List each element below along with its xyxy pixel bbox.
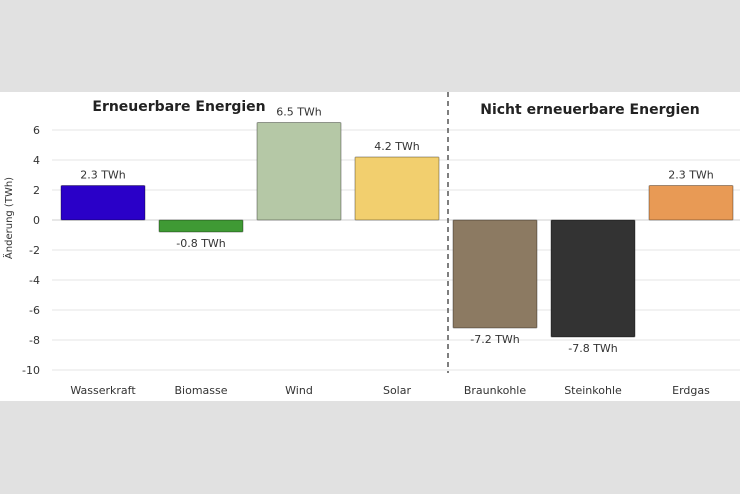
y-tick-label: 6 (33, 124, 40, 137)
group-title-nonrenewable: Nicht erneuerbare Energien (480, 102, 700, 118)
data-label: -7.8 TWh (568, 342, 618, 355)
bars: 2.3 TWh -0.8 TWh 6.5 TWh 4.2 TWh -7.2 TWh -7.… (60, 106, 734, 355)
bar-biomasse (158, 219, 244, 233)
category-labels: Wasserkraft Biomasse Wind Solar Braunkohle St… (70, 384, 710, 397)
x-category-label: Steinkohle (564, 384, 622, 397)
x-category-label: Wind (285, 384, 313, 397)
y-axis-label: Änderung (TWh) (2, 177, 15, 259)
x-category-label: Wasserkraft (70, 384, 136, 397)
group-title-renewable: Erneuerbare Energien (92, 99, 265, 115)
y-axis-ticks: 6 4 2 0 -2 -4 -6 -8 -10 (22, 124, 40, 377)
data-label: 4.2 TWh (374, 140, 420, 153)
y-tick-label: -6 (29, 304, 40, 317)
y-tick-label: -10 (22, 364, 40, 377)
bar-solar (354, 156, 440, 221)
bar-steinkohle (550, 219, 636, 338)
y-tick-label: -4 (29, 274, 40, 287)
chart-panel: 6 4 2 0 -2 -4 -6 -8 -10 Änderung (TWh) 2.3 TWh -0… (0, 92, 740, 401)
x-category-label: Braunkohle (464, 384, 526, 397)
bar-wasserkraft (60, 185, 146, 221)
x-category-label: Erdgas (672, 384, 710, 397)
data-label: 6.5 TWh (276, 106, 322, 119)
y-tick-label: 4 (33, 154, 40, 167)
data-label: 2.3 TWh (668, 169, 714, 182)
bar-braunkohle (452, 219, 538, 329)
bar-wind (256, 122, 342, 221)
data-label: 2.3 TWh (80, 169, 126, 182)
x-category-label: Biomasse (174, 384, 227, 397)
data-label: -0.8 TWh (176, 237, 226, 250)
data-label: -7.2 TWh (470, 333, 520, 346)
y-tick-label: -8 (29, 334, 40, 347)
bar-chart: 6 4 2 0 -2 -4 -6 -8 -10 Änderung (TWh) 2.3 TWh -0… (2, 92, 740, 397)
y-tick-label: 0 (33, 214, 40, 227)
y-tick-label: -2 (29, 244, 40, 257)
x-category-label: Solar (383, 384, 412, 397)
y-tick-label: 2 (33, 184, 40, 197)
bar-erdgas (648, 185, 734, 221)
